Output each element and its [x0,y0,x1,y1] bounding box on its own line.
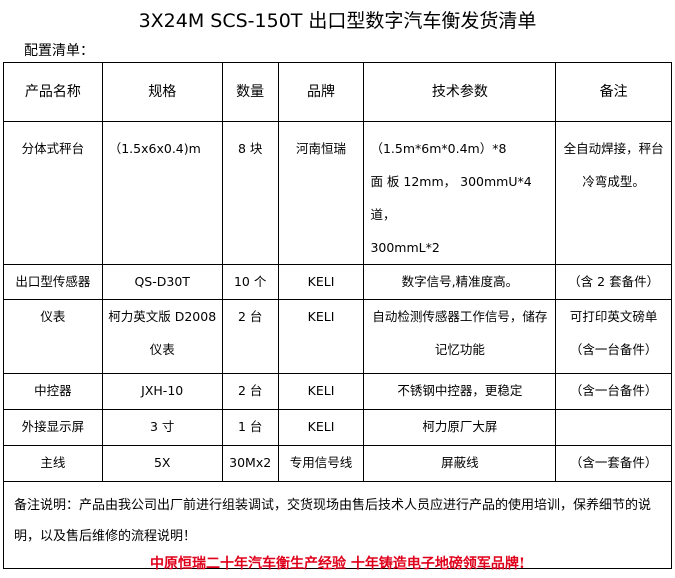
table-cell: 3 寸 [101,409,223,446]
table-cell [555,409,672,446]
table-header: 产品名称 规格 数量 品牌 技术参数 备注 [3,62,672,122]
table-cell: KELI [277,264,365,300]
table-row: 中控器 JXH-10 2 台 KELI 不锈钢中控器，更稳定 （含一台备件） [3,373,672,410]
table-cell: 柯力英文版 D2008 仪表 [101,299,223,374]
table-cell: 30Mx2 [221,445,279,482]
table-cell: KELI [277,409,365,446]
table-cell: JXH-10 [101,373,223,410]
table-cell: （1.5x6x0.4)m [101,121,223,265]
table-row: 分体式秤台 （1.5x6x0.4)m 8 块河南恒瑞 （1.5m*6m*0.4m）*8… [3,121,672,265]
table-cell: 10 个 [221,264,279,300]
table-cell: 河南恒瑞 [277,121,365,265]
table-cell: 2 台 [221,299,279,374]
page-title: 3X24M SCS-150T 出口型数字汽车衡发货清单 [138,10,537,32]
config-table: 产品名称 规格 数量 品牌 技术参数 备注 分体式秤台 （1.5x6x0.4)m 8… [3,62,672,569]
table-cell: 仪表 [3,299,103,374]
table-cell: 2 台 [221,373,279,410]
table-cell: 外接显示屏 [3,409,103,446]
table-cell: 不锈钢中控器，更稳定 [363,373,557,410]
table-row: 主线 5X 30Mx2 专用信号线 屏蔽线 （含一套备件） [3,445,672,482]
table-cell: （含一套备件） [555,445,672,482]
table-cell: 屏蔽线 [363,445,557,482]
table-cell: 专用信号线 [277,445,365,482]
table-cell: KELI [277,373,365,410]
header-cell: 品牌 [277,62,365,122]
header-cell: 备注 [555,62,672,122]
footer-slogan: 中原恒瑞二十年汽车衡生产经验 十年铸造电子地磅领军品牌! [149,556,526,572]
header-cell: 技术参数 [363,62,557,122]
table-cell: 出口型传感器 [3,264,103,300]
table-cell: KELI [277,299,365,374]
header-cell: 产品名称 [3,62,103,122]
table-cell: （含 2 套备件） [555,264,672,300]
table-cell: 分体式秤台 [3,121,103,265]
notes: 备注说明：产品由我公司出厂前进行组装调试，交货现场由售后技术人员应进行产品的使用… [3,481,672,569]
table-cell: 全自动焊接，秤台冷弯成型。 [555,121,672,265]
section-label: 配置清单： [24,43,94,59]
table-cell: 可打印英文磅单（含一台备件） [555,299,672,374]
table-cell: 自动检测传感器工作信号，储存记忆功能 [363,299,557,374]
table-cell: （含一台备件） [555,373,672,410]
header-cell: 数量 [221,62,279,122]
table-cell: 主线 [3,445,103,482]
table-row: 仪表 柯力英文版 D2008 仪表 2 台 KELI 自动检测传感器工作信号，储存记忆功… [3,299,672,374]
table-cell: 5X [101,445,223,482]
table-row: 出口型传感器 QS-D30T 10 个 KELI 数字信号,精准度高。 （含 2 套备件） [3,264,672,300]
table-cell: 中控器 [3,373,103,410]
table-cell: 1 台 [221,409,279,446]
table-cell: （1.5m*6m*0.4m）*8 面 板 12mm， 300mmU*4 道， 3… [363,121,557,265]
table-cell: 8 块 [221,121,279,265]
header-cell: 规格 [101,62,223,122]
table-cell: 柯力原厂大屏 [363,409,557,446]
table-cell: QS-D30T [101,264,223,300]
table-cell: 数字信号,精准度高。 [363,264,557,300]
